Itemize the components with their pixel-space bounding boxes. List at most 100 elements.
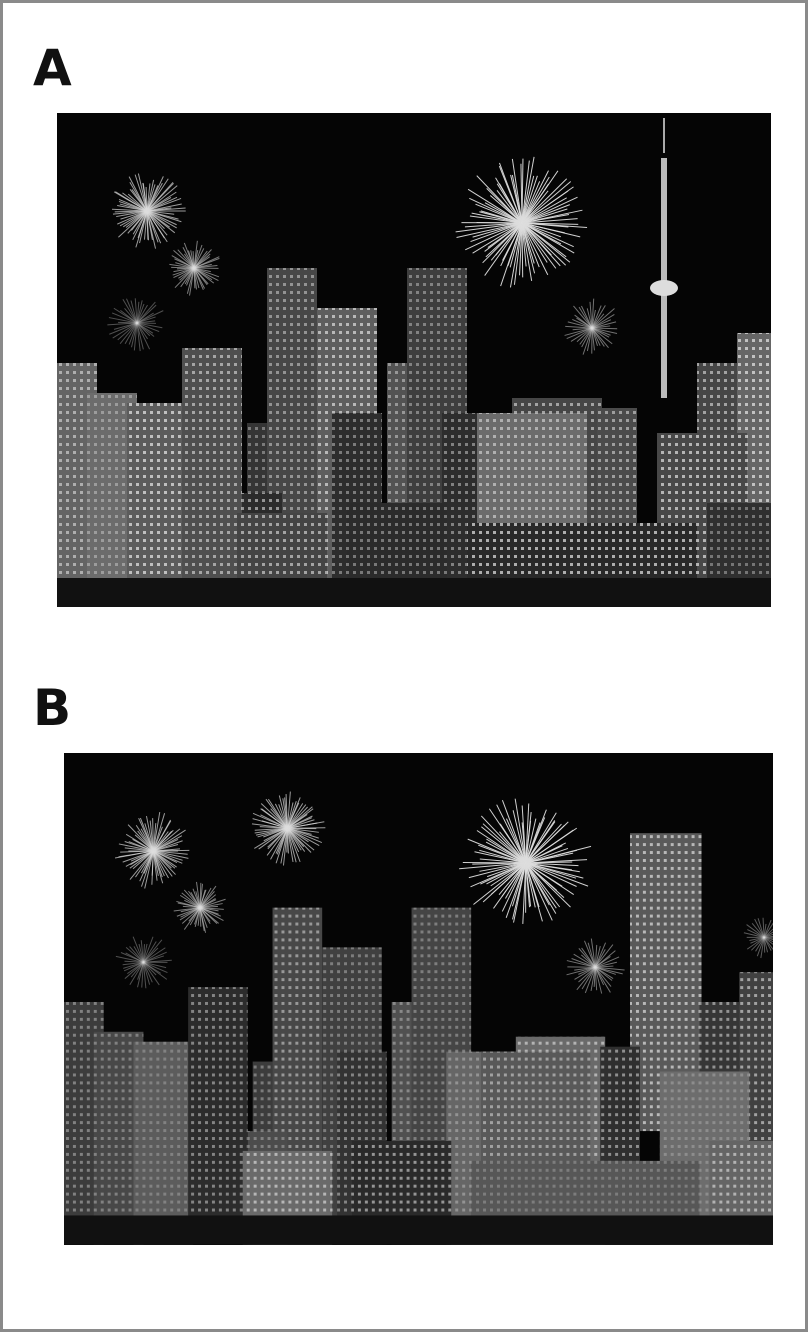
- firework-spark: [151, 851, 154, 876]
- firework-spark: [193, 256, 211, 269]
- firework-spark: [525, 817, 546, 864]
- firework-spark: [521, 176, 550, 224]
- firework-spark: [757, 918, 765, 938]
- firework-spark: [467, 188, 523, 224]
- firework-spark: [480, 210, 523, 224]
- firework-spark: [525, 821, 569, 864]
- firework-spark: [199, 898, 226, 909]
- firework-spark: [143, 941, 157, 963]
- firework-spark: [254, 827, 288, 831]
- firework-spark: [581, 947, 596, 968]
- firework-spark: [762, 917, 765, 938]
- firework-spark: [525, 845, 563, 864]
- firework-spark: [565, 325, 593, 329]
- firework-spark: [525, 862, 574, 895]
- firework-spark: [521, 208, 568, 224]
- firework-spark: [564, 327, 593, 336]
- firework-spark: [500, 222, 523, 287]
- firework-spark: [128, 176, 148, 212]
- firework-spark: [594, 946, 601, 968]
- firework-spark: [751, 922, 765, 938]
- firework-spark: [176, 900, 201, 909]
- firework-spark: [123, 961, 144, 972]
- firework-spark: [199, 907, 218, 924]
- firework-spark: [521, 222, 574, 248]
- firework-spark: [181, 907, 201, 924]
- firework-spark: [470, 222, 523, 243]
- firework-spark: [751, 937, 765, 951]
- firework-spark: [285, 794, 288, 829]
- firework-spark: [746, 924, 765, 938]
- firework-spark: [591, 305, 606, 329]
- firework-spark: [591, 327, 618, 334]
- firework-spark: [286, 828, 301, 863]
- firework-spark: [521, 175, 538, 224]
- firework-spark: [525, 820, 556, 864]
- firework-spark: [136, 322, 163, 329]
- firework-spark: [146, 210, 175, 215]
- firework-spark: [511, 158, 523, 224]
- firework-spark: [141, 962, 144, 988]
- firework-spark: [594, 966, 612, 987]
- firework-spark: [127, 193, 148, 212]
- firework-spark: [495, 222, 523, 256]
- firework-spark: [193, 248, 205, 269]
- firework-spark: [472, 222, 523, 254]
- firework-spark: [591, 319, 612, 329]
- firework-spark: [199, 883, 204, 908]
- firework-spark: [137, 962, 144, 988]
- firework-spark: [581, 327, 593, 348]
- firework-spark: [127, 824, 154, 852]
- firework-spark: [525, 862, 557, 909]
- firework-spark: [108, 317, 138, 324]
- firework-spark: [521, 222, 561, 267]
- firework-spark: [136, 322, 155, 337]
- firework-spark: [152, 850, 173, 877]
- firework-spark: [525, 862, 572, 871]
- firework-spark: [143, 961, 162, 974]
- firework-spark: [484, 222, 523, 276]
- firework-spark: [594, 956, 611, 968]
- firework-spark: [270, 827, 288, 860]
- firework-spark: [476, 175, 523, 224]
- firework-spark: [193, 267, 196, 289]
- firework-spark: [760, 937, 765, 959]
- firework-spark: [746, 937, 765, 950]
- firework-spark: [764, 935, 773, 938]
- firework-spark: [136, 301, 140, 324]
- firework-spark: [142, 943, 148, 963]
- firework-spark: [173, 249, 195, 269]
- firework-spark: [501, 862, 527, 897]
- firework-spark: [572, 318, 593, 329]
- firework-spark: [153, 850, 176, 875]
- firework-spark: [286, 802, 300, 829]
- foreground: [57, 578, 771, 607]
- firework-spark: [133, 946, 144, 963]
- firework-spark: [574, 314, 593, 329]
- firework-spark: [525, 862, 550, 906]
- firework-spark: [591, 298, 595, 329]
- firework-spark: [525, 862, 589, 887]
- firework-spark: [176, 907, 201, 917]
- firework-spark: [146, 210, 182, 223]
- firework-spark: [576, 966, 596, 991]
- firework-spark: [260, 814, 288, 829]
- firework-spark: [133, 322, 138, 351]
- firework-spark: [480, 815, 527, 864]
- firework-spark: [521, 222, 549, 276]
- firework-spark: [591, 325, 611, 329]
- firework-spark: [136, 322, 160, 333]
- firework-spark: [153, 829, 174, 852]
- firework-spark: [521, 160, 530, 224]
- firework-spark: [286, 791, 291, 829]
- firework-spark: [107, 322, 138, 326]
- firework-spark: [574, 966, 596, 971]
- firework-spark: [763, 937, 773, 951]
- building-windows: [182, 348, 242, 607]
- firework-spark: [578, 966, 596, 983]
- firework-spark: [117, 322, 138, 341]
- firework-spark: [287, 822, 318, 829]
- firework-spark: [525, 818, 537, 864]
- firework-spark: [521, 222, 527, 267]
- firework-spark: [521, 190, 569, 224]
